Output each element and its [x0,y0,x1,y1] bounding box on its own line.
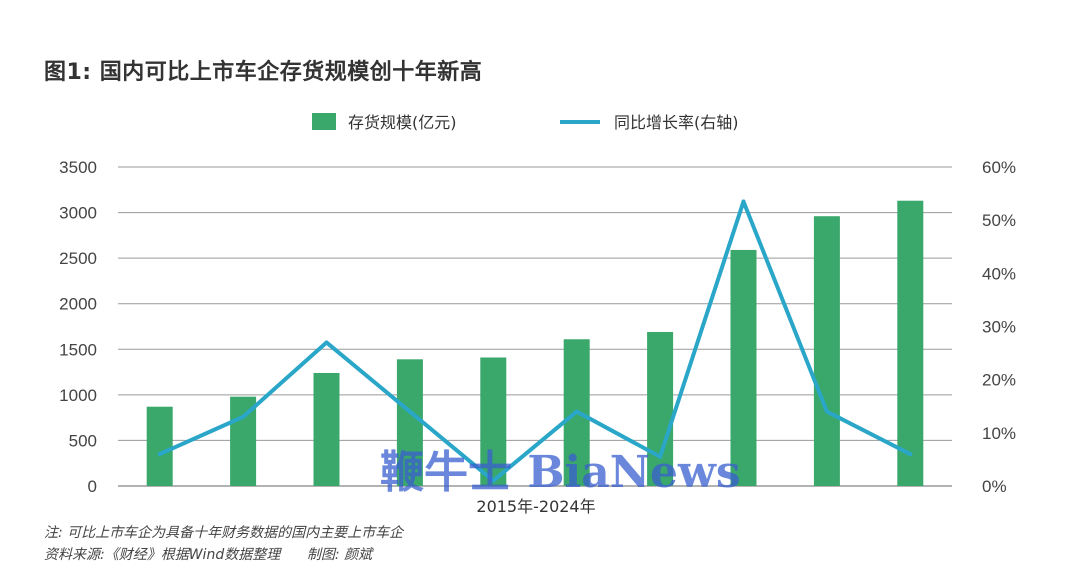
chart-title: 图1: 国内可比上市车企存货规模创十年新高 [44,60,483,85]
right-tick-label: 40% [982,264,1016,283]
legend-line-label: 同比增长率(右轴) [614,113,739,132]
left-tick-label: 2000 [59,295,97,314]
left-tick-label: 0 [88,477,97,496]
line-series [157,199,913,483]
growth-point-2024 [908,452,913,457]
growth-point-2021 [658,454,663,459]
left-axis: 0 500 1000 1500 2000 2500 3000 3500 [59,158,97,496]
bar-series [146,200,924,487]
bar-2023 [813,216,840,486]
growth-rate-line [158,199,912,483]
bar-2015 [146,406,173,486]
growth-point-2022 [741,199,746,204]
x-axis-label: 2015年-2024年 [476,497,595,516]
bar-2021 [647,331,674,486]
footnote-note: 注: 可比上市车企为具备十年财务数据的国内主要上市车企 [44,525,404,541]
right-tick-label: 10% [982,424,1016,443]
growth-point-2017 [324,340,329,345]
growth-point-2018 [407,409,412,414]
right-tick-label: 50% [982,211,1016,230]
left-tick-label: 3000 [59,204,97,223]
legend-bar-label: 存货规模(亿元) [348,113,457,132]
bar-2024 [897,200,924,487]
bar-2019 [480,357,507,486]
right-tick-label: 20% [982,371,1016,390]
left-tick-label: 1500 [59,340,97,359]
legend: 存货规模(亿元) 同比增长率(右轴) [312,113,739,132]
left-tick-label: 2500 [59,249,97,268]
footnote-source: 资料来源:《财经》根据Wind数据整理 制图: 颜斌 [44,547,373,563]
right-axis: 0% 10% 20% 30% 40% 50% 60% [982,158,1016,496]
bar-2018 [396,359,423,486]
bar-2017 [313,372,340,486]
watermark: 鞭牛士 BiaNews [380,447,741,498]
growth-point-2015 [157,452,162,457]
left-tick-label: 3500 [59,158,97,177]
right-tick-label: 30% [982,318,1016,337]
legend-bar-swatch [312,113,336,130]
growth-point-2020 [574,409,579,414]
growth-point-2023 [824,409,829,414]
right-tick-label: 60% [982,158,1016,177]
grid [118,166,952,487]
left-tick-label: 500 [69,431,97,450]
bar-2022 [730,249,757,486]
left-tick-label: 1000 [59,386,97,405]
growth-point-2016 [241,414,246,419]
growth-point-2019 [491,478,496,483]
right-tick-label: 0% [982,477,1007,496]
